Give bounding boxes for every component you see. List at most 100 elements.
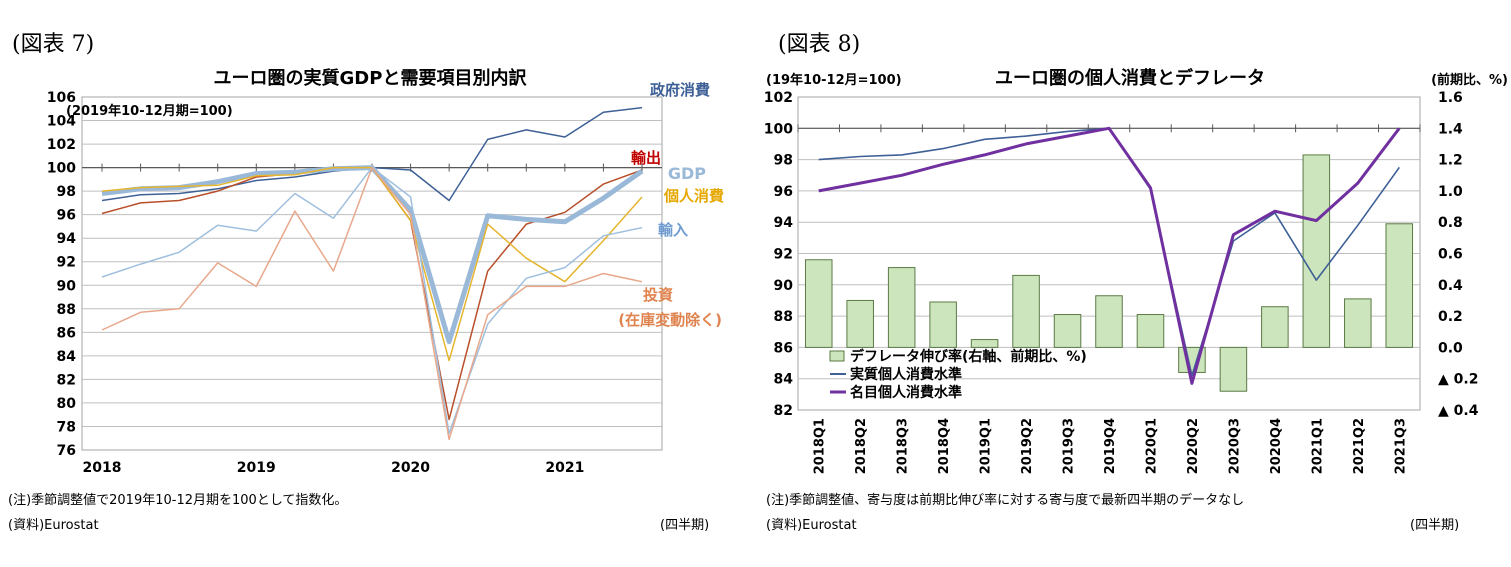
figure-8-source: (資料)Eurostat: [766, 518, 857, 533]
y-tick-label: 96: [57, 208, 76, 224]
label-invest-note: (在庫変動除く): [618, 311, 722, 329]
label-import: 輸入: [658, 221, 688, 239]
label-gdp: GDP: [668, 164, 706, 183]
y-left-tick-label: 98: [774, 153, 793, 169]
y-tick-label: 76: [57, 443, 76, 459]
figure-8-period: (四半期): [1410, 518, 1460, 533]
y-right-tick-label: 1.2: [1438, 153, 1463, 169]
series-line-名目個人消費水準: [818, 126, 1401, 385]
x-category-label: 2019Q2: [1020, 418, 1035, 474]
right-axis-unit: (前期比、%): [1431, 72, 1508, 88]
y-tick-label: 92: [57, 255, 76, 271]
figure-7-panel: (図表 7) 76 78 80 82 84 86 88 90 92 94 96 98 100 102 104…: [0, 0, 740, 567]
y-right-tick-label: ▲ 0.2: [1438, 372, 1478, 388]
deflator-bar-2021Q1: [1302, 154, 1331, 348]
legend-label-bar: デフレータ伸び率(右軸、前期比、%): [850, 348, 1087, 365]
y-tick-label: 86: [57, 325, 76, 341]
y-left-tick-label: 86: [774, 340, 793, 356]
y-tick-label: 98: [57, 184, 76, 200]
deflator-bar-2021Q2: [1344, 298, 1372, 348]
deflator-bar-2019Q2: [1012, 274, 1040, 348]
y-right-tick-label: 1.6: [1438, 90, 1463, 106]
x-category-label: 2019Q4: [1103, 418, 1118, 474]
figure-8-label: (図表 8): [778, 32, 861, 57]
deflator-bar-2018Q4: [929, 301, 957, 348]
label-consumption: 個人消費: [663, 187, 724, 205]
figure-7-note: (注)季節調整値で2019年10-12月期を100として指数化。: [8, 493, 348, 508]
x-category-label: 2020Q1: [1144, 418, 1159, 474]
x-category-label: 2020Q4: [1269, 418, 1284, 474]
x-category-label: 2021Q3: [1393, 418, 1408, 474]
chart-title: ユーロ圏の実質GDPと需要項目別内訳: [214, 67, 528, 89]
series-line-投資(在庫変動除く): [101, 166, 643, 441]
label-export: 輸出: [631, 149, 661, 167]
figure-8-note: (注)季節調整値、寄与度は前期比伸び率に対する寄与度で最新四半期のデータなし: [766, 493, 1245, 508]
y-left-tick-label: 90: [774, 278, 794, 294]
y-left-tick-label: 96: [774, 184, 793, 200]
y-left-tick-label: 100: [764, 121, 793, 137]
x-category-label: 2018Q3: [896, 418, 911, 474]
y-tick-label: 100: [47, 161, 76, 177]
y-right-tick-label: 0.0: [1438, 340, 1463, 356]
figure-8-panel: (図表 8) 82 84 86 88 90 92 94 96 98 100 102 ▲ 0.4 ▲ 0.…: [760, 0, 1511, 567]
x-category-label: 2018Q2: [854, 418, 869, 474]
y-left-tick-label: 102: [764, 90, 793, 106]
y-right-tick-label: 0.2: [1438, 309, 1463, 325]
y-left-tick-label: 84: [774, 372, 794, 388]
y-right-tick-label: ▲ 0.4: [1438, 403, 1479, 419]
y-right-tick-label: 1.0: [1438, 184, 1463, 200]
y-tick-label: 78: [57, 419, 76, 435]
deflator-bar-2019Q1: [970, 339, 999, 348]
x-category-label: 2020Q2: [1186, 418, 1201, 474]
x-tick-label: 2020: [391, 460, 430, 476]
y-left-tick-label: 92: [774, 247, 793, 263]
x-category-label: 2018Q4: [937, 418, 952, 474]
x-category-label: 2019Q1: [979, 418, 994, 474]
deflator-bar-2020Q4: [1261, 306, 1289, 348]
plot-area: [81, 96, 663, 451]
deflator-bar-2018Q1: [804, 259, 833, 348]
y-tick-label: 90: [57, 278, 77, 294]
x-category-label: 2021Q1: [1310, 418, 1325, 474]
deflator-bar-2021Q3: [1385, 223, 1414, 348]
chart-subtitle: (2019年10-12月期=100): [66, 103, 233, 119]
x-tick-label: 2019: [237, 460, 276, 476]
figure-7-source: (資料)Eurostat: [8, 518, 99, 533]
y-left-tick-label: 88: [774, 309, 793, 325]
deflator-bar-2019Q3: [1053, 314, 1082, 348]
deflator-bar-2018Q2: [846, 299, 874, 348]
y-right-tick-label: 0.6: [1438, 247, 1463, 263]
y-right-tick-label: 0.4: [1438, 278, 1463, 294]
y-tick-label: 84: [57, 349, 77, 365]
x-category-label: 2019Q3: [1062, 418, 1077, 474]
legend-label-real: 実質個人消費水準: [850, 366, 962, 383]
y-tick-label: 102: [47, 137, 76, 153]
y-left-tick-label: 94: [774, 215, 794, 231]
x-category-label: 2021Q2: [1352, 418, 1367, 474]
label-invest: 投資: [643, 286, 673, 304]
deflator-bar-2020Q3: [1219, 346, 1248, 392]
deflator-bar-2018Q3: [887, 267, 916, 348]
y-tick-label: 88: [57, 302, 76, 318]
y-tick-label: 104: [47, 114, 76, 130]
label-govt: 政府消費: [650, 81, 710, 99]
y-right-tick-label: 0.8: [1438, 215, 1463, 231]
deflator-bar-2019Q4: [1095, 295, 1123, 348]
x-tick-label: 2021: [545, 460, 584, 476]
chart-title: ユーロ圏の個人消費とデフレータ: [995, 67, 1265, 89]
legend-swatch-bar: [829, 350, 845, 362]
y-tick-label: 80: [57, 396, 77, 412]
figure-8-chart: 82 84 86 88 90 92 94 96 98 100 102 ▲ 0.4 ▲ 0.2 0.0 0.2…: [764, 67, 1508, 474]
deflator-bar-2020Q1: [1136, 314, 1165, 348]
y-tick-label: 82: [57, 372, 76, 388]
x-category-label: 2020Q3: [1227, 418, 1242, 474]
figure-7-period: (四半期): [660, 518, 710, 533]
y-tick-label: 94: [57, 231, 77, 247]
figure-7-chart: 76 78 80 82 84 86 88 90 92 94 96 98 100 102 104 106 2018…: [47, 67, 724, 476]
legend-label-nominal: 名目個人消費水準: [850, 384, 962, 401]
left-axis-unit: (19年10-12月=100): [766, 72, 902, 88]
figure-7-label: (図表 7): [12, 32, 95, 57]
y-left-tick-label: 82: [774, 403, 793, 419]
x-category-label: 2018Q1: [813, 418, 828, 474]
y-tick-label: 106: [47, 90, 76, 106]
